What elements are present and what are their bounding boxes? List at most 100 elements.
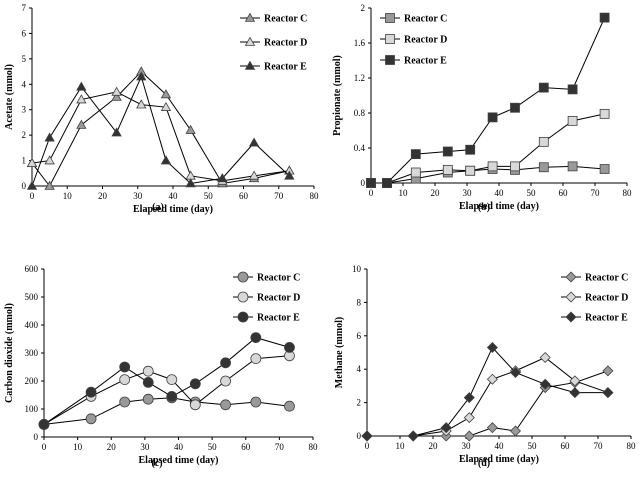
data-point-2 bbox=[111, 86, 122, 96]
data-point-1 bbox=[567, 161, 578, 172]
x-tick-label: 80 bbox=[627, 441, 637, 451]
y-tick-label: 0.4 bbox=[354, 143, 366, 153]
x-tick-label: 80 bbox=[309, 442, 319, 452]
data-point-1 bbox=[599, 164, 610, 174]
data-point-3 bbox=[220, 357, 231, 369]
y-tick-label: 1.2 bbox=[354, 73, 365, 83]
y-tick-label: 0.8 bbox=[354, 108, 366, 118]
data-point-2 bbox=[189, 399, 201, 411]
panel-label: (c) bbox=[151, 458, 162, 469]
data-point-3 bbox=[410, 149, 421, 160]
data-point-1 bbox=[76, 119, 87, 129]
data-point-2 bbox=[44, 155, 55, 165]
data-point-3 bbox=[119, 361, 131, 373]
data-point-2 bbox=[136, 99, 147, 109]
legend-label: Reactor C bbox=[404, 14, 447, 25]
data-point-2 bbox=[599, 108, 610, 119]
data-point-3 bbox=[284, 341, 295, 353]
data-point-1 bbox=[463, 430, 475, 442]
data-point-2 bbox=[510, 161, 520, 172]
data-point-1 bbox=[111, 91, 122, 101]
data-point-1 bbox=[250, 396, 262, 408]
data-point-3 bbox=[510, 102, 520, 113]
data-point-3 bbox=[185, 178, 196, 188]
x-tick-label: 40 bbox=[495, 188, 505, 198]
legend-marker bbox=[385, 13, 395, 23]
y-tick-label: 300 bbox=[25, 348, 39, 358]
data-point-2 bbox=[442, 164, 453, 175]
data-point-3 bbox=[442, 146, 453, 157]
data-point-1 bbox=[486, 422, 498, 434]
data-point-3 bbox=[539, 378, 551, 390]
data-point-2 bbox=[538, 136, 549, 147]
y-tick-label: 1 bbox=[22, 156, 27, 166]
data-point-3 bbox=[44, 132, 55, 142]
legend-label: Reactor C bbox=[257, 273, 300, 284]
x-tick-label: 40 bbox=[169, 191, 179, 201]
x-tick-label: 0 bbox=[369, 188, 374, 198]
x-tick-label: 10 bbox=[73, 442, 83, 452]
data-point-2 bbox=[410, 167, 421, 178]
x-axis-label: Elapsed time (day) bbox=[133, 204, 213, 215]
data-point-1 bbox=[142, 393, 154, 405]
data-point-3 bbox=[250, 332, 262, 344]
data-point-3 bbox=[248, 137, 260, 147]
data-point-2 bbox=[185, 170, 196, 180]
x-tick-label: 10 bbox=[396, 441, 406, 451]
legend-label: Reactor C bbox=[264, 14, 307, 25]
x-tick-label: 60 bbox=[241, 442, 251, 452]
x-tick-label: 70 bbox=[275, 442, 285, 452]
legend-marker bbox=[244, 12, 256, 22]
data-point-2 bbox=[166, 374, 178, 386]
x-tick-label: 20 bbox=[429, 441, 439, 451]
y-tick-label: 3 bbox=[22, 105, 27, 115]
x-tick-label: 40 bbox=[174, 442, 184, 452]
data-point-2 bbox=[220, 375, 231, 387]
y-axis-label: Propionate (mmol) bbox=[332, 55, 343, 136]
x-tick-label: 50 bbox=[208, 442, 218, 452]
y-tick-label: 500 bbox=[25, 292, 39, 302]
panel-label: (b) bbox=[478, 202, 490, 213]
panel-label: (a) bbox=[152, 202, 164, 213]
series-line-2 bbox=[43, 355, 290, 425]
y-axis-label: Methane (mmol) bbox=[334, 317, 345, 388]
y-tick-label: 8 bbox=[357, 297, 362, 307]
data-point-3 bbox=[361, 430, 373, 442]
x-tick-label: 10 bbox=[63, 191, 73, 201]
legend-label: Reactor D bbox=[257, 293, 300, 304]
panel-label: (d) bbox=[478, 458, 490, 469]
legend-label: Reactor E bbox=[264, 62, 307, 73]
data-point-2 bbox=[486, 373, 498, 385]
legend-marker bbox=[385, 55, 395, 65]
data-point-3 bbox=[160, 155, 172, 165]
data-point-1 bbox=[119, 396, 131, 408]
data-point-3 bbox=[567, 84, 578, 95]
data-point-2 bbox=[463, 412, 475, 424]
x-tick-label: 20 bbox=[98, 191, 108, 201]
data-point-1 bbox=[602, 365, 614, 377]
y-tick-label: 2 bbox=[357, 398, 362, 408]
data-point-3 bbox=[486, 341, 498, 354]
y-tick-label: 7 bbox=[22, 3, 27, 13]
chart-panel-3: 0 10 20 30 40 50 60 70 80 0 100 200 300 400 500 600 Elap… bbox=[4, 264, 318, 469]
legend-label: Reactor C bbox=[585, 273, 628, 284]
y-tick-label: 1.6 bbox=[354, 38, 366, 48]
x-axis-label: Elapsed time (day) bbox=[139, 455, 219, 466]
series-line-3 bbox=[371, 17, 606, 184]
chart-panel-2: 0 10 20 30 40 50 60 70 80 0 0.4 0.8 1.2 1.6 2 Elapsed t… bbox=[332, 3, 632, 213]
y-tick-label: 10 bbox=[352, 264, 362, 274]
x-tick-label: 60 bbox=[239, 191, 249, 201]
x-tick-label: 70 bbox=[274, 191, 284, 201]
data-point-3 bbox=[366, 178, 376, 188]
y-tick-label: 2 bbox=[361, 3, 366, 13]
data-point-1 bbox=[509, 425, 522, 437]
legend-marker bbox=[237, 271, 249, 283]
data-point-3 bbox=[38, 418, 50, 430]
chart-panel-1: 0 10 20 30 40 50 60 70 80 0 1 2 3 4 5 6 7 Elapsed time (d… bbox=[4, 3, 319, 215]
y-tick-label: 0 bbox=[357, 431, 362, 441]
x-tick-label: 40 bbox=[495, 441, 505, 451]
x-tick-label: 80 bbox=[623, 188, 633, 198]
legend-marker bbox=[565, 291, 577, 303]
legend-label: Reactor E bbox=[585, 313, 628, 324]
data-point-3 bbox=[465, 144, 476, 155]
